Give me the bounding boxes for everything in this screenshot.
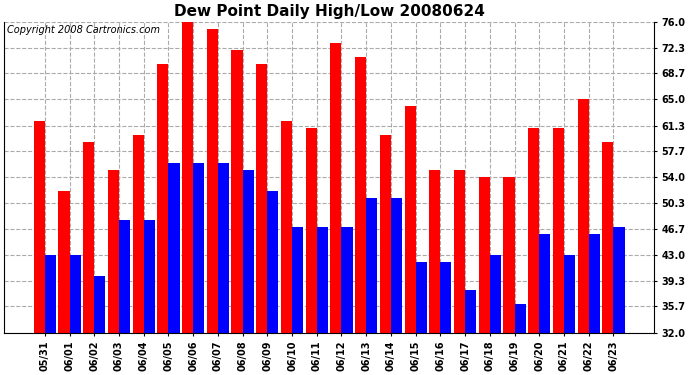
Bar (540, 234, 551, 333)
Bar (380, 135, 391, 333)
Bar (440, 262, 451, 333)
Bar (317, 226, 328, 333)
Text: Copyright 2008 Cartronics.com: Copyright 2008 Cartronics.com (8, 25, 160, 35)
Bar (95, 276, 106, 333)
Bar (404, 106, 415, 333)
Bar (454, 170, 465, 333)
Bar (267, 191, 279, 333)
Bar (218, 163, 229, 333)
Bar (331, 43, 342, 333)
Bar (391, 198, 402, 333)
Bar (602, 142, 613, 333)
Bar (157, 64, 168, 333)
Bar (256, 64, 267, 333)
Bar (479, 177, 490, 333)
Bar (292, 226, 303, 333)
Bar (306, 128, 317, 333)
Bar (83, 142, 95, 333)
Bar (231, 50, 243, 333)
Bar (144, 219, 155, 333)
Bar (168, 163, 179, 333)
Bar (70, 255, 81, 333)
Bar (119, 219, 130, 333)
Bar (564, 255, 575, 333)
Bar (528, 128, 540, 333)
Bar (465, 290, 476, 333)
Bar (366, 198, 377, 333)
Bar (281, 121, 292, 333)
Bar (613, 226, 624, 333)
Bar (504, 177, 515, 333)
Bar (515, 304, 526, 333)
Bar (132, 135, 144, 333)
Bar (553, 128, 564, 333)
Bar (34, 121, 45, 333)
Bar (207, 29, 218, 333)
Bar (193, 163, 204, 333)
Bar (59, 191, 70, 333)
Title: Dew Point Daily High/Low 20080624: Dew Point Daily High/Low 20080624 (174, 4, 484, 19)
Bar (243, 170, 254, 333)
Bar (355, 57, 366, 333)
Bar (45, 255, 56, 333)
Bar (182, 22, 193, 333)
Bar (490, 255, 501, 333)
Bar (415, 262, 426, 333)
Bar (429, 170, 440, 333)
Bar (578, 99, 589, 333)
Bar (589, 234, 600, 333)
Bar (108, 170, 119, 333)
Bar (342, 226, 353, 333)
